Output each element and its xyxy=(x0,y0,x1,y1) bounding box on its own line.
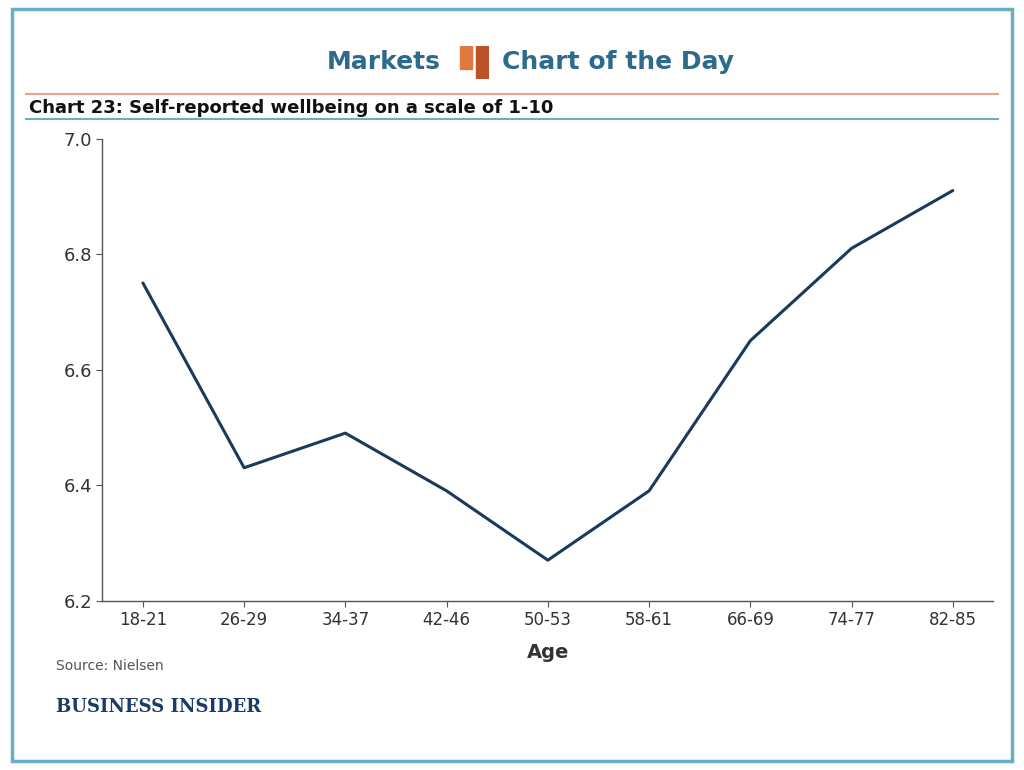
Text: Chart 23: Self-reported wellbeing on a scale of 1-10: Chart 23: Self-reported wellbeing on a s… xyxy=(29,99,553,117)
Text: BUSINESS INSIDER: BUSINESS INSIDER xyxy=(56,698,261,716)
Bar xyxy=(476,46,487,79)
X-axis label: Age: Age xyxy=(526,643,569,662)
Text: Chart of the Day: Chart of the Day xyxy=(502,49,734,74)
Bar xyxy=(461,46,472,69)
Text: Source: Nielsen: Source: Nielsen xyxy=(56,659,164,673)
Text: Markets: Markets xyxy=(327,49,440,74)
